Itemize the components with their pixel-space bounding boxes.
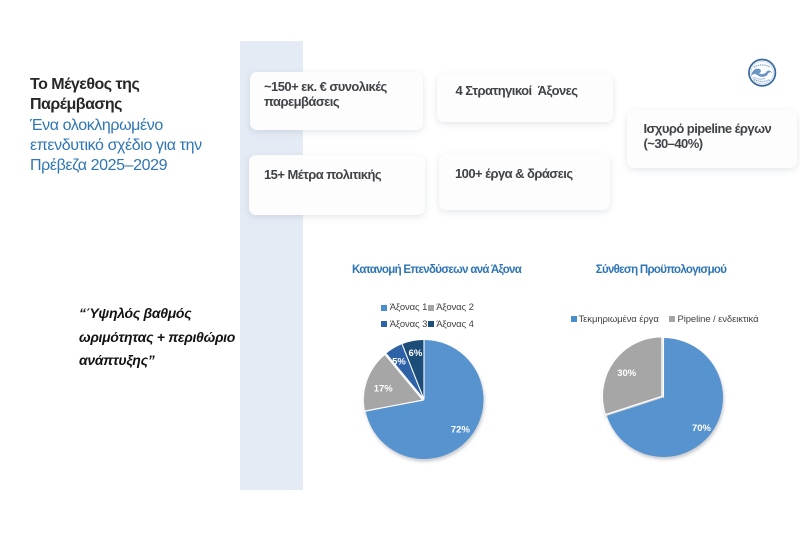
svg-text:30%: 30%: [617, 368, 637, 379]
svg-text:6%: 6%: [409, 348, 423, 359]
svg-text:5%: 5%: [392, 357, 406, 368]
svg-text:72%: 72%: [451, 425, 471, 436]
svg-text:70%: 70%: [692, 423, 712, 434]
svg-text:17%: 17%: [374, 383, 394, 394]
